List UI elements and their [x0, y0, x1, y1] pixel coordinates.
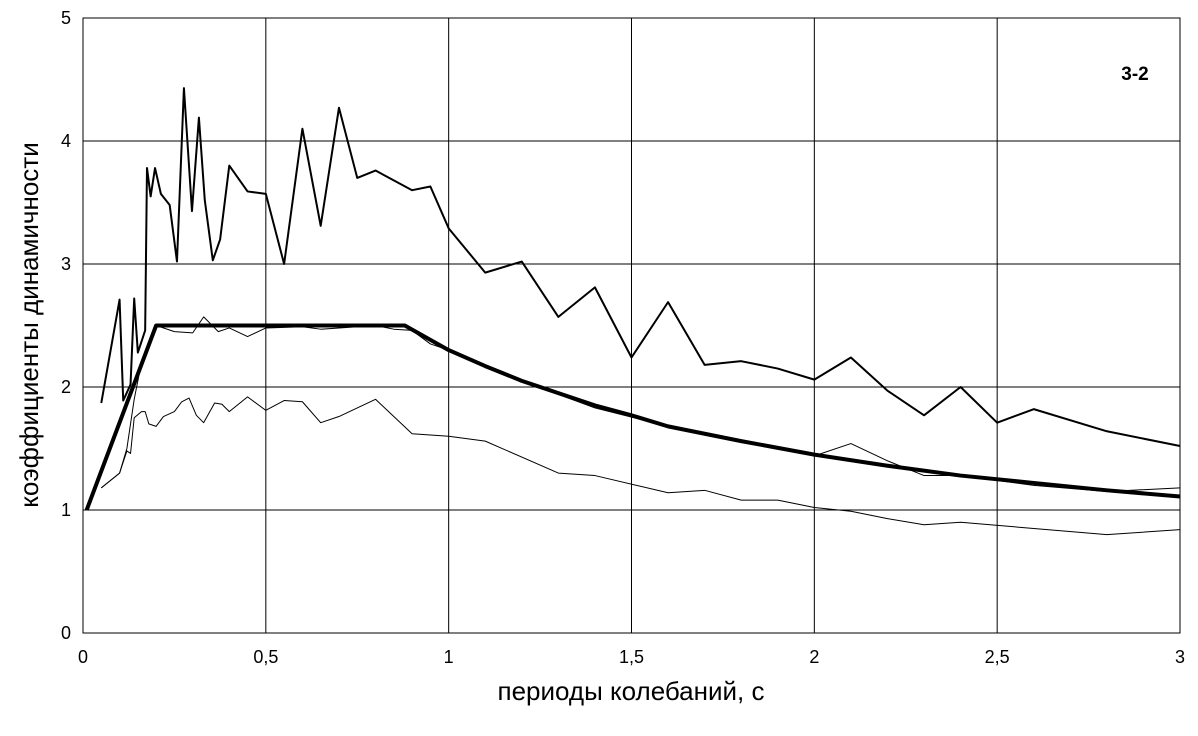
- y-tick-label: 2: [61, 377, 71, 397]
- plot-border: [82, 17, 1181, 634]
- y-tick-label: 3: [61, 254, 71, 274]
- y-tick-label: 4: [61, 131, 71, 151]
- annotation: 3-2: [1121, 64, 1148, 85]
- y-tick-label: 1: [61, 500, 71, 520]
- x-tick-label: 0: [78, 647, 88, 667]
- x-tick-label: 1: [444, 647, 454, 667]
- x-tick-label: 2,5: [985, 647, 1010, 667]
- x-tick-label: 3: [1175, 647, 1185, 667]
- y-axis-title: коэффициенты динамичности: [14, 142, 44, 507]
- x-axis-title: периоды колебаний, с: [498, 676, 765, 706]
- series-line: [100, 396, 1181, 536]
- x-tick-label: 0,5: [253, 647, 278, 667]
- x-tick-label: 1,5: [619, 647, 644, 667]
- x-tick-label: 2: [809, 647, 819, 667]
- y-tick-label: 5: [61, 8, 71, 28]
- series-line: [100, 87, 1181, 448]
- series-line: [100, 316, 1181, 493]
- series-line: [84, 323, 1181, 511]
- y-tick-label: 0: [61, 623, 71, 643]
